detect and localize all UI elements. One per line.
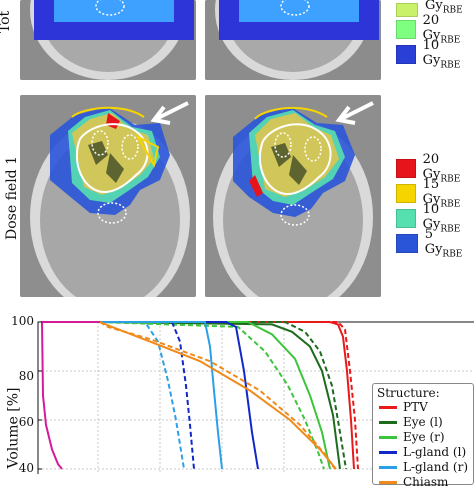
series-line-dashed-5 <box>99 321 336 470</box>
legend-item-eye-l: Eye (l) <box>379 415 443 429</box>
series-line-dashed-2 <box>99 321 325 470</box>
dose-swatch <box>396 19 416 39</box>
series-line-dashed-1 <box>100 321 347 470</box>
ct-panel-field1-right <box>205 95 381 297</box>
legend-item-chiasm: Chiasm <box>379 475 448 489</box>
dose-legend-top-1: 10 GyRBE <box>396 38 474 70</box>
dose-legend-bottom-2: 10 GyRBE <box>396 202 474 234</box>
ct-image <box>205 95 381 297</box>
ct-panel-total-right <box>205 0 381 80</box>
series-line-dashed-0 <box>100 321 359 470</box>
dose-value: 20 Gy <box>422 12 441 43</box>
dvh-plot <box>37 321 474 474</box>
legend-item-eye-r: Eye (r) <box>379 430 445 444</box>
dose-value: 5 Gy <box>424 226 443 257</box>
series-line-dashed-4 <box>100 321 185 470</box>
series-line-1 <box>99 321 341 470</box>
legend-item-ptv: PTV <box>379 400 428 414</box>
y-tick-label: 60 <box>18 415 34 429</box>
dose-swatch <box>396 44 416 64</box>
dose-value: Gy <box>425 0 443 14</box>
y-tick-label: 100 <box>11 314 34 328</box>
dose-legend-bottom-0: 20 GyRBE <box>396 152 474 184</box>
dose-legend-top-partial: GyRBE <box>396 0 463 20</box>
ct-image <box>20 0 196 80</box>
series-line-0 <box>100 321 355 470</box>
arrow-icon <box>335 101 374 125</box>
y-tick-label: 40 <box>18 461 34 475</box>
arrow-icon <box>150 101 189 125</box>
dose-value: 10 Gy <box>422 201 441 232</box>
dose-value: 10 Gy <box>422 37 441 68</box>
dose-legend-bottom-1: 15 GyRBE <box>396 177 474 209</box>
series-line-3 <box>100 321 259 470</box>
legend-item-lgland-r: L-gland (r) <box>379 460 468 474</box>
series-line-2 <box>100 321 331 470</box>
ct-panel-field1-left <box>20 95 196 297</box>
ct-image <box>20 95 196 297</box>
ct-image <box>205 0 381 80</box>
series-line-6 <box>40 321 100 470</box>
dose-legend-top-0: 20 GyRBE <box>396 13 474 45</box>
dose-value: 15 Gy <box>422 176 441 207</box>
dose-swatch <box>396 208 416 228</box>
structure-legend: Structure: PTV Eye (l) Eye (r) L-gland (… <box>372 383 474 489</box>
dose-swatch <box>396 158 416 178</box>
y-tick-label: 80 <box>18 369 34 383</box>
dose-value: 20 Gy <box>422 151 441 182</box>
legend-item-lgland-l: L-gland (l) <box>379 445 466 459</box>
dose-swatch <box>396 183 416 203</box>
ct-panel-total-left <box>20 0 196 80</box>
dose-legend-bottom-3: 5 GyRBE <box>396 227 474 259</box>
dose-swatch <box>396 233 418 253</box>
legend-title: Structure: <box>377 386 440 400</box>
series-line-5 <box>99 321 337 470</box>
